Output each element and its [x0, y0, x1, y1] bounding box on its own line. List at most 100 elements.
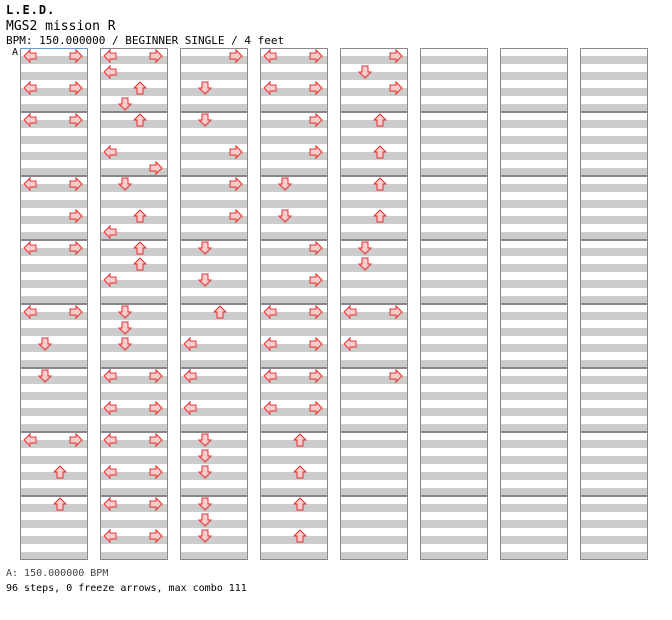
- row-stripe: [20, 152, 88, 160]
- row-stripe: [340, 376, 408, 384]
- row-stripe: [20, 376, 88, 384]
- measure-box: [100, 496, 168, 560]
- chart-column: [180, 48, 248, 560]
- row-stripe: [580, 424, 648, 432]
- arrow-right: [309, 240, 323, 256]
- row-stripe: [340, 424, 408, 432]
- arrow-left: [263, 304, 277, 320]
- measure-box: [500, 496, 568, 560]
- row-stripe: [580, 72, 648, 80]
- row-stripe: [20, 472, 88, 480]
- arrow-left: [183, 336, 197, 352]
- row-stripe: [180, 312, 248, 320]
- arrow-down: [197, 449, 213, 463]
- row-stripe: [500, 232, 568, 240]
- measure-box: [340, 496, 408, 560]
- arrow-right: [309, 336, 323, 352]
- row-stripe: [180, 472, 248, 480]
- row-stripe: [500, 152, 568, 160]
- row-stripe: [580, 488, 648, 496]
- arrow-right: [309, 400, 323, 416]
- measure-box: [580, 112, 648, 176]
- row-stripe: [180, 264, 248, 272]
- row-stripe: [580, 248, 648, 256]
- row-stripe: [20, 392, 88, 400]
- row-stripe: [260, 456, 328, 464]
- row-stripe: [260, 408, 328, 416]
- arrow-left: [343, 336, 357, 352]
- chart-column: [500, 48, 568, 560]
- arrow-right: [149, 496, 163, 512]
- row-stripe: [180, 104, 248, 112]
- row-stripe: [420, 248, 488, 256]
- measure-box: [500, 304, 568, 368]
- arrow-up: [132, 113, 148, 127]
- measure-box: [180, 240, 248, 304]
- row-stripe: [420, 312, 488, 320]
- row-stripe: [420, 152, 488, 160]
- measure-box: [100, 432, 168, 496]
- row-stripe: [500, 536, 568, 544]
- row-stripe: [420, 472, 488, 480]
- arrow-right: [309, 368, 323, 384]
- row-stripe: [500, 552, 568, 560]
- row-stripe: [260, 504, 328, 512]
- arrow-left: [263, 400, 277, 416]
- row-stripe: [340, 296, 408, 304]
- row-stripe: [340, 440, 408, 448]
- row-stripe: [100, 56, 168, 64]
- row-stripe: [180, 328, 248, 336]
- row-stripe: [580, 408, 648, 416]
- row-stripe: [260, 344, 328, 352]
- row-stripe: [500, 312, 568, 320]
- arrow-up: [292, 497, 308, 511]
- row-stripe: [500, 136, 568, 144]
- row-stripe: [180, 488, 248, 496]
- row-stripe: [20, 72, 88, 80]
- row-stripe: [180, 232, 248, 240]
- row-stripe: [580, 184, 648, 192]
- row-stripe: [20, 232, 88, 240]
- row-stripe: [500, 520, 568, 528]
- row-stripe: [340, 280, 408, 288]
- row-stripe: [100, 296, 168, 304]
- row-stripe: [340, 88, 408, 96]
- row-stripe: [580, 280, 648, 288]
- row-stripe: [580, 312, 648, 320]
- row-stripe: [580, 232, 648, 240]
- arrow-right: [229, 48, 243, 64]
- row-stripe: [20, 120, 88, 128]
- arrow-right: [149, 528, 163, 544]
- row-stripe: [580, 168, 648, 176]
- row-stripe: [580, 344, 648, 352]
- measure-box: [100, 112, 168, 176]
- row-stripe: [500, 392, 568, 400]
- measure-box: [20, 496, 88, 560]
- arrow-left: [183, 368, 197, 384]
- measure-box: [100, 368, 168, 432]
- row-stripe: [340, 392, 408, 400]
- measure-box: [420, 112, 488, 176]
- row-stripe: [420, 136, 488, 144]
- measure-box: [260, 48, 328, 112]
- row-stripe: [420, 536, 488, 544]
- row-stripe: [100, 168, 168, 176]
- measure-box: [100, 48, 168, 112]
- row-stripe: [20, 344, 88, 352]
- chart-info: BPM: 150.000000 / BEGINNER SINGLE / 4 fe…: [6, 34, 285, 47]
- row-stripe: [500, 376, 568, 384]
- row-stripe: [260, 200, 328, 208]
- row-stripe: [100, 104, 168, 112]
- arrow-up: [212, 305, 228, 319]
- row-stripe: [420, 88, 488, 96]
- arrow-left: [183, 400, 197, 416]
- row-stripe: [580, 520, 648, 528]
- arrow-up: [132, 81, 148, 95]
- arrow-right: [389, 368, 403, 384]
- row-stripe: [100, 392, 168, 400]
- row-stripe: [180, 296, 248, 304]
- arrow-down: [357, 257, 373, 271]
- row-stripe: [260, 392, 328, 400]
- row-stripe: [340, 536, 408, 544]
- row-stripe: [260, 232, 328, 240]
